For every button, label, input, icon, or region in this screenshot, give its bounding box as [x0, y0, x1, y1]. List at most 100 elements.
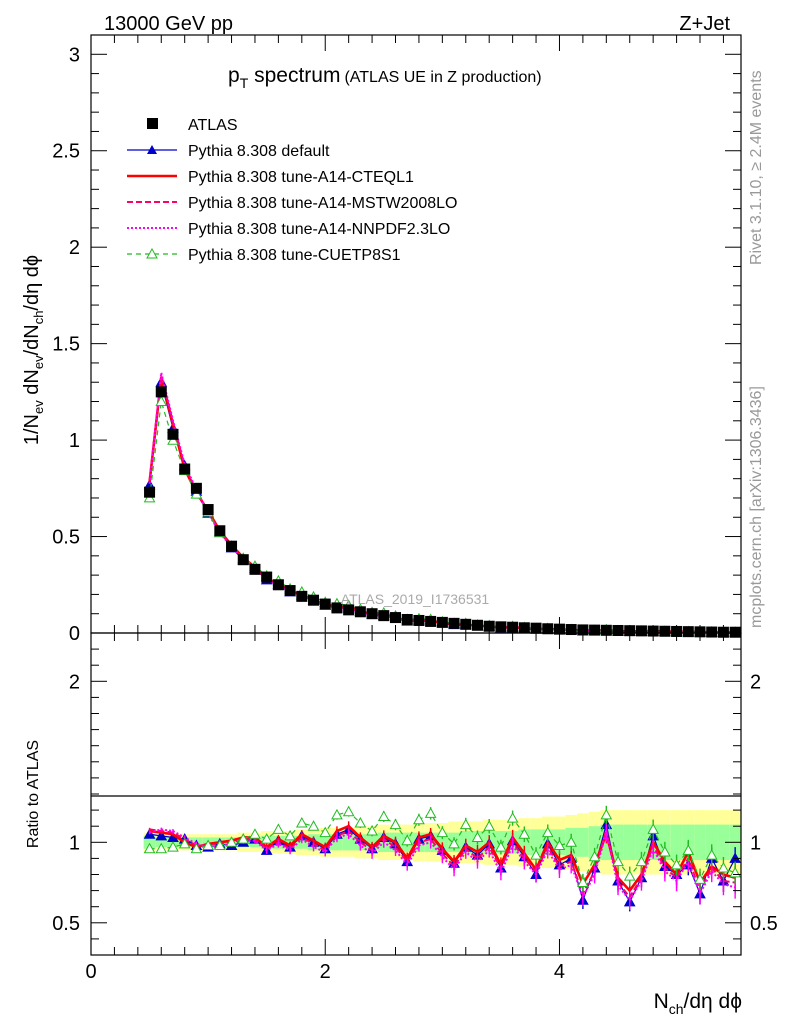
atlas-point — [682, 626, 694, 638]
band-inner — [705, 824, 718, 861]
atlas-point — [577, 624, 589, 636]
atlas-point — [460, 618, 472, 630]
ratio-series-marker — [553, 839, 566, 851]
ratio-series-marker — [705, 849, 718, 860]
band-inner — [143, 835, 156, 849]
atlas-point — [659, 625, 671, 637]
atlas-point — [226, 540, 238, 552]
atlas-point — [717, 626, 729, 638]
watermark: ATLAS_2019_I1736531 — [341, 591, 490, 607]
ratio-series-marker — [588, 850, 601, 862]
ratio-series-marker — [178, 837, 191, 849]
atlas-point — [296, 590, 308, 602]
ratio-series-marker — [694, 873, 706, 884]
ratio-series-marker — [377, 810, 390, 822]
atlas-point — [471, 619, 483, 631]
ratio-series-marker — [577, 876, 589, 888]
legend-marker-tri — [147, 145, 157, 154]
atlas-point — [706, 626, 718, 638]
atlas-point — [155, 386, 167, 398]
atlas-point — [507, 621, 519, 633]
legend-entry: Pythia 8.308 default — [127, 143, 330, 160]
top-series — [143, 372, 741, 638]
atlas-point — [612, 624, 624, 636]
atlas-point — [671, 625, 683, 637]
ratio-series-marker — [647, 823, 660, 834]
atlas-point — [624, 625, 636, 637]
top-series-marker — [155, 395, 168, 407]
ratio-series-marker — [401, 834, 414, 846]
ratio-ytick-label-right: 1 — [750, 832, 761, 854]
atlas-point — [401, 613, 413, 625]
header-left: 13000 GeV pp — [104, 13, 233, 35]
ratio-series-marker — [354, 816, 367, 828]
legend-label: Pythia 8.308 tune-A14-NNPDF2.3LO — [188, 221, 450, 238]
legend-entry: ATLAS — [147, 117, 238, 134]
ratio-series-marker — [249, 828, 261, 839]
band-inner — [612, 824, 624, 861]
atlas-point — [167, 428, 179, 440]
atlas-point — [518, 622, 530, 634]
atlas-point — [495, 621, 507, 633]
atlas-point — [694, 626, 706, 638]
atlas-point — [553, 623, 565, 635]
ratio-series-marker — [682, 844, 695, 855]
ratio-panel: 0 2 4 0.5 0.5 1 1 2 2 — [52, 632, 778, 983]
ratio-series-marker — [389, 818, 402, 830]
ratio-series-marker — [506, 812, 519, 823]
ratio-series-marker — [237, 833, 250, 844]
atlas-point — [343, 604, 355, 616]
ratio-ytick-label-right: 2 — [750, 671, 761, 693]
atlas-point — [565, 624, 577, 636]
ratio-series-marker — [143, 842, 156, 854]
plot-title: pT spectrum (ATLAS UE in Z production) — [228, 64, 542, 91]
ratio-series-marker — [635, 855, 648, 867]
ratio-series-marker — [319, 826, 332, 838]
band-inner — [588, 826, 601, 859]
atlas-point — [729, 626, 741, 638]
xtick-label: 2 — [320, 961, 331, 983]
legend-label: Pythia 8.308 tune-A14-MSTW2008LO — [188, 195, 457, 212]
legend-label: Pythia 8.308 tune-CUETP8S1 — [188, 247, 401, 264]
atlas-point — [308, 594, 320, 606]
header-right: Z+Jet — [679, 13, 730, 35]
atlas-point — [237, 554, 249, 566]
top-ytick-label: 0 — [69, 623, 80, 645]
ratio-series-marker — [331, 808, 343, 820]
band-inner — [623, 824, 636, 861]
band-inner — [670, 824, 683, 861]
legend-label: ATLAS — [188, 117, 238, 134]
xtick-label: 4 — [554, 961, 565, 983]
ratio-series-marker — [155, 842, 168, 854]
top-ticks: 0 0.5 1 1.5 2 2.5 3 — [52, 35, 741, 645]
atlas-point — [530, 622, 542, 634]
legend-entry: Pythia 8.308 tune-CUETP8S1 — [127, 247, 401, 264]
ratio-series-marker — [413, 813, 425, 825]
ratio-series-marker — [565, 836, 578, 847]
band-inner — [694, 824, 706, 861]
rivet-label: Rivet 3.1.10, ≥ 2.4M events — [748, 70, 765, 265]
top-ytick-label: 1.5 — [52, 334, 80, 356]
atlas-point — [635, 625, 647, 637]
top-ytick-label: 1 — [69, 430, 80, 452]
atlas-point — [448, 617, 460, 629]
ratio-series-marker — [541, 826, 554, 838]
legend: ATLAS Pythia 8.308 default Pythia 8.308 tu… — [127, 117, 457, 264]
atlas-point — [413, 614, 425, 626]
atlas-point — [179, 463, 191, 475]
band-inner — [518, 829, 531, 856]
atlas-point — [425, 615, 437, 627]
mcplots-label: mcplots.cern.ch [arXiv:1306.3436] — [748, 386, 765, 628]
legend-entry: Pythia 8.308 tune-A14-CTEQL1 — [127, 169, 414, 186]
top-ytick-label: 0.5 — [52, 527, 80, 549]
ratio-series-marker — [272, 823, 285, 834]
ratio-series-marker — [167, 841, 179, 852]
atlas-point — [366, 608, 378, 620]
band-inner — [342, 834, 355, 851]
legend-entry: Pythia 8.308 tune-A14-NNPDF2.3LO — [127, 221, 450, 238]
atlas-point — [436, 616, 448, 628]
atlas-point — [144, 486, 156, 498]
top-ytick-label: 3 — [69, 44, 80, 66]
ratio-series-marker — [424, 807, 437, 818]
legend-entry: Pythia 8.308 tune-A14-MSTW2008LO — [127, 195, 457, 212]
